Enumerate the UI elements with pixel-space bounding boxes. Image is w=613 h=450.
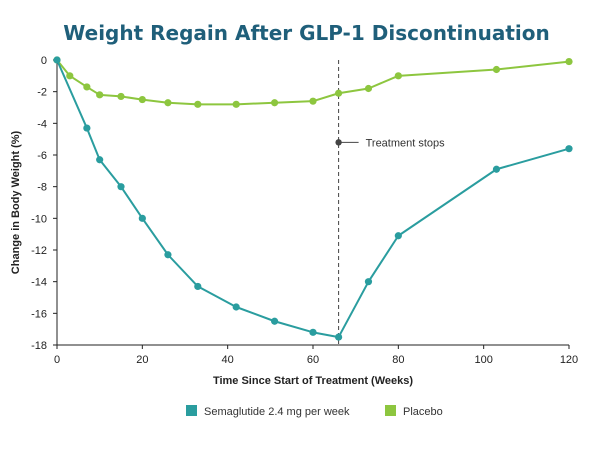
y-tick-label: -8 xyxy=(37,182,47,194)
placebo-data-point xyxy=(194,100,202,108)
semaglutide-data-point xyxy=(565,145,573,153)
placebo-data-point xyxy=(138,95,146,104)
y-tick-label: -12 xyxy=(31,245,47,257)
x-tick-label: 40 xyxy=(222,354,234,366)
semaglutide-data-point xyxy=(309,328,317,336)
legend-label-semaglutide: Semaglutide 2.4 mg per week xyxy=(204,406,350,418)
placebo-data-point xyxy=(492,65,501,74)
placebo-data-point xyxy=(232,100,240,108)
y-tick-label: -10 xyxy=(31,213,47,225)
x-axis-label: Time Since Start of Treatment (Weeks) xyxy=(213,375,413,387)
y-tick-label: 0 xyxy=(41,55,47,67)
placebo-data-point xyxy=(66,72,74,80)
legend-swatch-semaglutide xyxy=(186,405,197,416)
semaglutide-data-point xyxy=(53,56,61,64)
semaglutide-data-point xyxy=(164,251,172,259)
semaglutide-data-point xyxy=(117,183,125,191)
placebo-data-point xyxy=(96,91,104,99)
y-tick-label: -4 xyxy=(37,118,47,130)
x-tick-label: 100 xyxy=(474,354,492,366)
placebo-series-line xyxy=(56,59,570,106)
semaglutide-data-point xyxy=(394,232,402,240)
y-tick-label: -14 xyxy=(31,277,47,289)
semaglutide-data-point xyxy=(83,124,91,132)
placebo-data-point xyxy=(117,92,125,101)
placebo-data-point xyxy=(335,89,343,97)
semaglutide-data-point xyxy=(271,317,279,325)
x-tick-label: 0 xyxy=(54,354,60,366)
placebo-data-point xyxy=(164,99,172,107)
placebo-data-point xyxy=(364,84,373,93)
semaglutide-data-point xyxy=(232,303,240,311)
semaglutide-data-point xyxy=(335,333,343,341)
semaglutide-data-point xyxy=(364,278,373,286)
semaglutide-data-point xyxy=(194,282,202,291)
placebo-data-point xyxy=(565,57,573,66)
y-tick-label: -18 xyxy=(31,340,47,352)
treatment-stop-marker xyxy=(335,139,342,146)
x-tick-label: 20 xyxy=(136,354,148,366)
placebo-data-point xyxy=(309,97,317,105)
y-tick-label: -2 xyxy=(37,87,47,99)
x-tick-label: 120 xyxy=(560,354,578,366)
legend-label-placebo: Placebo xyxy=(403,406,443,418)
chart-title: Weight Regain After GLP-1 Discontinuatio… xyxy=(63,21,549,45)
placebo-data-point xyxy=(394,72,402,80)
treatment-stop-label: Treatment stops xyxy=(366,137,446,149)
legend-swatch-placebo xyxy=(385,405,396,416)
x-tick-label: 60 xyxy=(307,354,319,366)
semaglutide-data-point xyxy=(138,214,146,222)
x-tick-label: 80 xyxy=(392,354,404,366)
placebo-data-point xyxy=(271,99,279,107)
placebo-data-point xyxy=(83,83,91,91)
y-tick-label: -6 xyxy=(37,150,47,162)
semaglutide-data-point xyxy=(492,165,501,173)
y-axis-label: Change in Body Weight (%) xyxy=(10,130,22,274)
y-tick-label: -16 xyxy=(31,308,47,320)
semaglutide-data-point xyxy=(96,156,104,164)
